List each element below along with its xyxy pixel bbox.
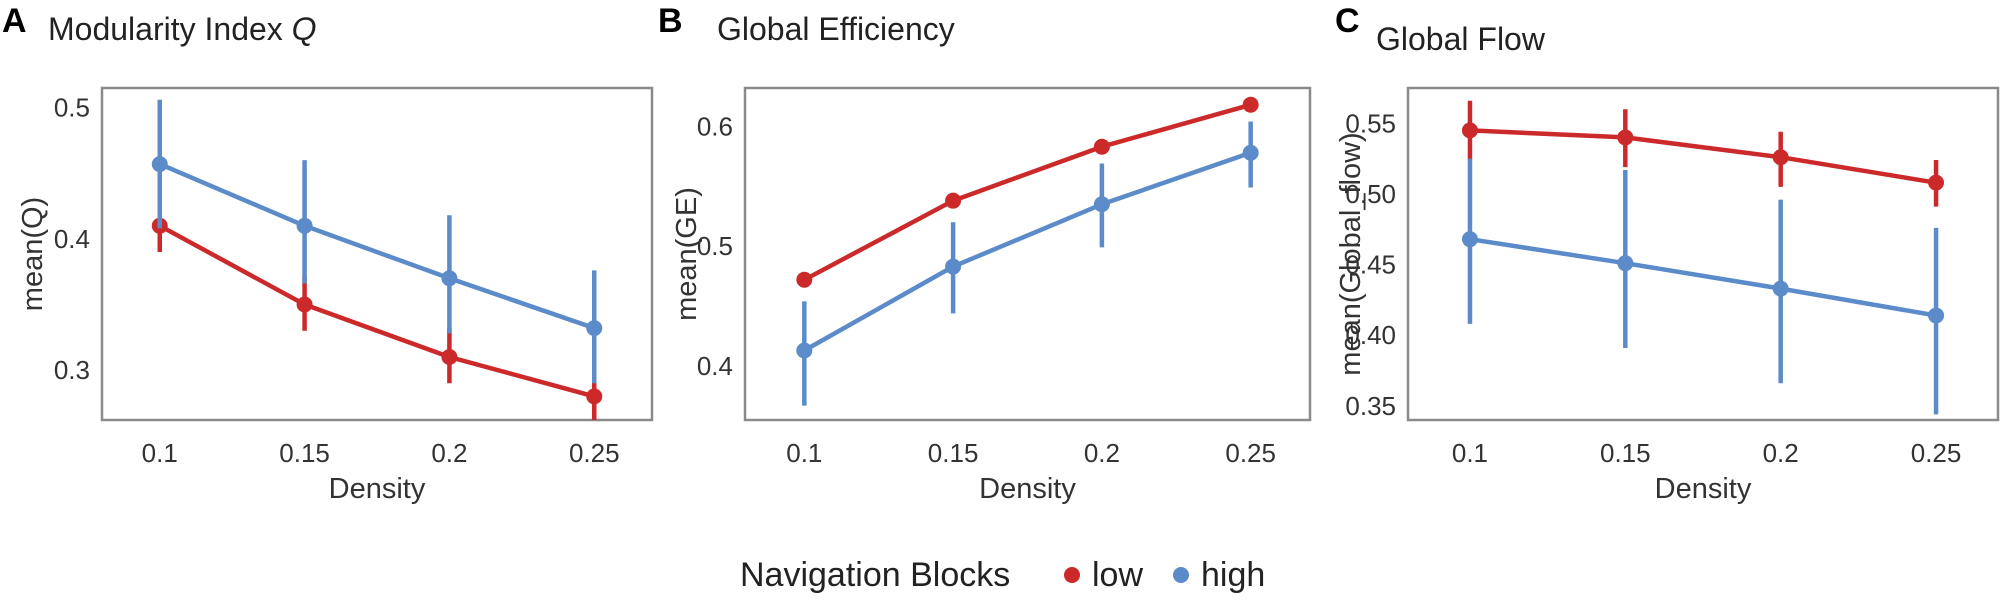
data-point-low [945,192,962,209]
panel-letter: C [1335,2,1360,40]
data-point-low [1093,138,1110,155]
panel-a: A Modularity Index Q 0.1 0.15 0.2 0.25 0.3 0.4 0… [2,2,654,505]
series-high [151,99,603,384]
y-axis-label: mean(Q) [17,197,49,311]
panel-title: Global Flow [1376,21,1546,57]
legend-title: Navigation Blocks [740,556,1010,594]
x-tick-label: 0.15 [279,438,330,468]
x-axis-label: Density [1655,473,1752,505]
x-tick-label: 0.2 [431,438,467,468]
x-tick-label: 0.25 [1225,438,1276,468]
legend-marker-low [1064,567,1080,583]
x-tick-label: 0.1 [142,438,178,468]
data-point-high [796,342,813,359]
x-tick-label: 0.25 [1911,438,1962,468]
series-line-low [157,223,597,399]
x-tick-label: 0.25 [569,438,620,468]
y-tick-label: 0.4 [697,351,733,381]
plot-frame [743,86,1312,422]
y-tick-label: 0.5 [697,231,733,261]
legend-marker-high [1173,567,1189,583]
data-point-high [151,156,168,173]
panel-title: Modularity Index Q [48,11,317,47]
panel-title-text: Global Flow [1376,21,1546,57]
series-line-high [802,150,1253,353]
series-line-low [1467,128,1939,185]
data-point-low [796,271,813,288]
y-tick-label: 0.5 [54,93,90,123]
legend: Navigation Blocks low high [740,556,1265,594]
x-tick-label: 0.1 [1452,438,1488,468]
y-tick-label: 0.55 [1345,108,1396,138]
x-tick-label: 0.15 [1600,438,1651,468]
data-point-low [1928,174,1945,191]
data-point-low [1617,129,1634,146]
data-point-high [945,258,962,275]
x-axis-label: Density [329,473,426,505]
y-tick-label: 0.35 [1345,391,1396,421]
series-line-high [1467,236,1939,318]
series-low [796,96,1259,288]
data-point-high [296,217,313,234]
data-point-high [1461,231,1478,248]
series-high [796,121,1259,406]
series-low [151,196,603,420]
data-point-low [1461,122,1478,139]
data-point-high [441,270,458,287]
panel-letter: A [2,2,27,40]
x-tick-label: 0.2 [1763,438,1799,468]
data-point-low [296,296,313,313]
y-tick-label: 0.45 [1345,250,1396,280]
legend-label-low: low [1092,556,1143,594]
x-tick-label: 0.1 [786,438,822,468]
panel-b: B Global Efficiency 0.1 0.15 0.2 0.25 0.4 0.5 0.… [658,2,1312,505]
panel-title-text: Modularity Index [48,11,283,47]
series-low [1461,100,1945,207]
data-point-high [1093,196,1110,213]
y-tick-label: 0.3 [54,355,90,385]
panel-title-italic: Q [283,11,317,47]
panel-title-text: Global Efficiency [717,11,955,47]
y-axis-label: mean(Global_flow) [1335,132,1367,375]
y-tick-label: 0.50 [1345,179,1396,209]
panel-letter: B [658,2,683,40]
y-tick-label: 0.40 [1345,320,1396,350]
data-point-high [1772,280,1789,297]
data-point-high [1928,307,1945,324]
plot-frame [1406,86,2000,422]
y-axis-label: mean(GE) [671,187,703,321]
series-high [1461,158,1945,415]
y-tick-label: 0.4 [54,224,90,254]
series-line-high [157,161,597,331]
data-point-high [1617,255,1634,272]
data-point-low [1242,96,1259,113]
x-tick-label: 0.15 [928,438,979,468]
data-point-low [1772,149,1789,166]
x-tick-label: 0.2 [1084,438,1120,468]
panel-c: C Global Flow 0.1 0.15 0.2 0.25 0.35 0.40 0.45 0.… [1335,2,2000,505]
x-axis-label: Density [979,473,1076,505]
panel-title: Global Efficiency [717,11,955,47]
data-point-high [586,320,603,337]
series-line-low [802,102,1253,283]
data-point-high [1242,144,1259,161]
legend-label-high: high [1201,556,1265,594]
data-point-low [586,388,603,405]
data-point-low [441,349,458,366]
y-tick-label: 0.6 [697,111,733,141]
